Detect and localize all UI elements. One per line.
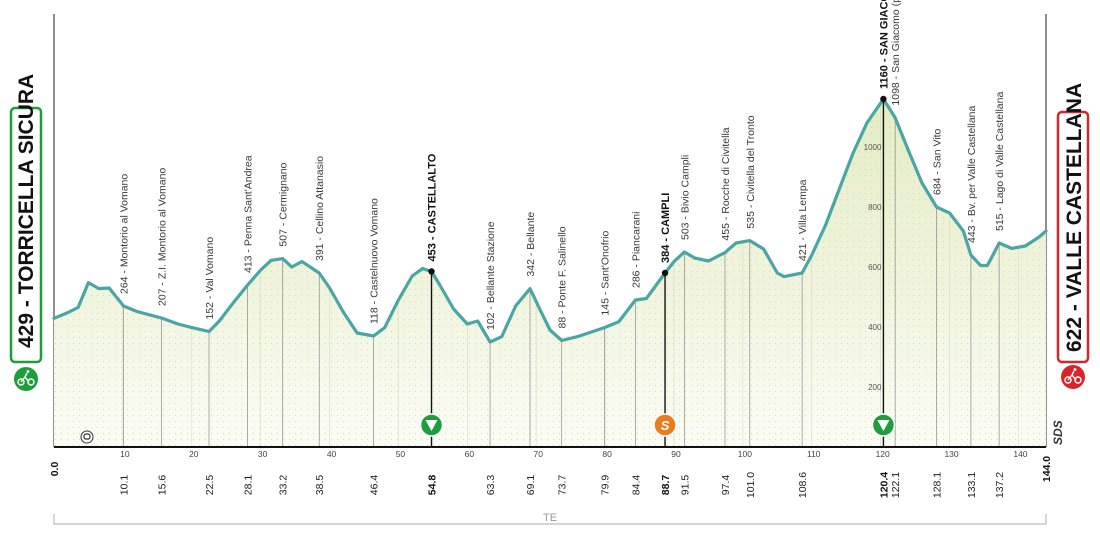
kom-category-4-icon — [419, 413, 444, 437]
start-km-label: 0.0 — [49, 462, 61, 477]
point-km-label: 10.1 — [119, 475, 131, 496]
point-label: 1098 - San Giacomo (paese) — [890, 0, 902, 106]
svg-text:S: S — [661, 418, 670, 433]
start-label: 429 - TORRICELLA SICURA — [15, 74, 38, 348]
point-km-label: 22.5 — [204, 475, 216, 496]
point-label: 118 - Castelnuovo Vomano — [369, 198, 381, 324]
sprint-icon: S — [653, 413, 677, 437]
x-tick-label: 130 — [944, 449, 958, 459]
point-km-label: 128.1 — [931, 472, 943, 498]
point-km-label: 69.1 — [525, 475, 537, 496]
region-bracket: TE — [53, 512, 1047, 525]
point-label: 102 - Bellante Stazione — [485, 221, 497, 330]
x-tick-label: 60 — [465, 449, 475, 459]
point-km-label: 73.7 — [557, 475, 569, 496]
point-label: 145 - Sant'Onofrio — [599, 231, 611, 316]
point-label: 413 - Penna Sant'Andrea — [243, 155, 255, 273]
x-tick-label: 140 — [1013, 449, 1027, 459]
x-tick-label: 100 — [738, 449, 752, 459]
point-label: 264 - Montorio al Vomano — [119, 174, 131, 294]
end-marker-label: SDS — [1051, 420, 1065, 445]
point-label: 684 - San Vito — [931, 128, 943, 195]
point-label: 391 - Cellino Attanasio — [314, 156, 326, 261]
finish-km-label: 144.0 — [1041, 456, 1053, 482]
kom-category-1-icon — [871, 413, 896, 437]
altitude-tick-label: 800 — [868, 203, 882, 212]
point-km-label: 54.8 — [427, 475, 439, 496]
point-label: 453 - CASTELLALTO — [427, 153, 439, 261]
x-tick-label: 80 — [602, 449, 612, 459]
altitude-tick-label: 400 — [868, 323, 882, 332]
altitude-tick-label: 200 — [868, 383, 882, 392]
point-label: 421 - Villa Lempa — [797, 179, 809, 261]
point-label: 443 - Bv. per Valle Castellana — [966, 105, 978, 243]
point-label: 503 - Bivio Campli — [679, 155, 691, 240]
point-km-label: 38.5 — [314, 475, 326, 496]
x-tick-label: 20 — [189, 449, 199, 459]
point-label: 535 - Civitella del Tronto — [745, 115, 757, 228]
point-label: 1160 - SAN GIACOMO — [878, 0, 890, 89]
summit-marker — [428, 268, 435, 275]
tunnel-icon — [80, 430, 94, 444]
point-label: 207 - Z.I. Montorio al Vomano — [156, 168, 168, 306]
cyclist-finish-icon — [1064, 368, 1082, 384]
x-tick-label: 30 — [258, 449, 268, 459]
x-tick-label: 40 — [327, 449, 337, 459]
point-label: 384 - CAMPLI — [660, 193, 672, 263]
point-km-label: 122.1 — [890, 472, 902, 498]
point-km-label: 79.9 — [599, 475, 611, 496]
point-km-label: 133.1 — [966, 472, 978, 498]
point-km-label: 15.6 — [156, 475, 168, 496]
summit-marker — [661, 269, 669, 277]
point-label: 455 - Rocche di Civitella — [720, 127, 732, 240]
point-label: 286 - Piancarani — [630, 212, 642, 288]
point-km-label: 120.4 — [878, 472, 890, 498]
altitude-tick-label: 600 — [868, 263, 882, 272]
point-label: 88 - Ponte F. Salinello — [557, 226, 569, 328]
point-label: 342 - Bellante — [525, 212, 537, 277]
point-km-label: 101.0 — [745, 472, 757, 498]
point-km-label: 91.5 — [679, 475, 691, 496]
finish-badge: 622 - VALLE CASTELLANA — [1056, 83, 1090, 389]
x-tick-label: 90 — [671, 449, 681, 459]
profile-line — [52, 97, 1048, 344]
x-tick-label: 70 — [533, 449, 543, 459]
point-km-label: 137.2 — [994, 472, 1006, 498]
point-km-label: 97.4 — [720, 475, 732, 496]
cyclist-start-icon — [17, 370, 35, 386]
profile-area-texture — [54, 99, 1046, 447]
point-km-label: 46.4 — [369, 475, 381, 496]
point-label: 515 - Lago di Valle Castellana — [994, 92, 1006, 231]
x-tick-label: 120 — [876, 449, 890, 459]
finish-label: 622 - VALLE CASTELLANA — [1063, 83, 1086, 352]
summit-marker — [880, 95, 887, 103]
x-tick-label: 110 — [807, 449, 821, 459]
point-km-label: 33.2 — [278, 475, 290, 496]
point-label: 507 - Cermignano — [278, 162, 290, 246]
point-km-label: 28.1 — [243, 475, 255, 496]
point-label: 152 - Val Vomano — [204, 237, 216, 320]
region-label: TE — [543, 512, 557, 524]
start-badge: 429 - TORRICELLA SICURA — [9, 74, 43, 391]
x-tick-label: 50 — [396, 449, 406, 459]
x-tick-label: 10 — [120, 449, 130, 459]
point-km-label: 84.4 — [630, 475, 642, 496]
altitude-tick-label: 1000 — [864, 143, 882, 152]
point-km-label: 63.3 — [485, 475, 497, 496]
point-km-label: 88.7 — [660, 475, 672, 496]
point-km-label: 108.6 — [797, 472, 809, 498]
